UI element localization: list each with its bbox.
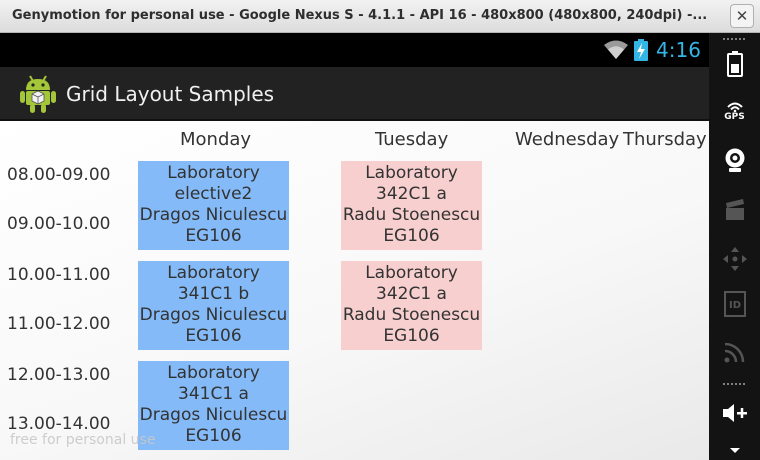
time-slot: 09.00-10.00: [7, 214, 111, 234]
class-type: Laboratory: [365, 163, 458, 183]
gps-label: GPS: [724, 112, 745, 122]
class-group: 341C1 a: [178, 384, 249, 404]
day-header-thursday: Thursday: [623, 129, 707, 150]
status-clock: 4:16: [656, 38, 701, 62]
class-teacher: Dragos Niculescu: [139, 405, 288, 425]
class-cell[interactable]: Laboratory 342C1 a Radu Stoenescu EG106: [341, 161, 482, 250]
chevron-down-icon: [729, 448, 740, 453]
time-slot: 11.00-12.00: [7, 314, 111, 334]
battery-charging-icon: [634, 39, 648, 61]
app-title: Grid Layout Samples: [66, 82, 275, 106]
screencast-tool-button[interactable]: [709, 199, 760, 221]
class-room: EG106: [185, 226, 242, 246]
class-group: 342C1 a: [376, 284, 447, 304]
window-titlebar: Genymotion for personal use - Google Nex…: [0, 0, 760, 33]
time-slot: 12.00-13.00: [7, 365, 111, 385]
action-bar: Grid Layout Samples: [0, 67, 709, 121]
dpad-tool-button[interactable]: [709, 246, 760, 272]
class-room: EG106: [383, 226, 440, 246]
gps-tool-button[interactable]: GPS: [709, 101, 760, 122]
class-teacher: Dragos Niculescu: [139, 305, 288, 325]
class-room: EG106: [383, 326, 440, 346]
camera-icon: [725, 148, 744, 172]
android-status-bar: 4:16: [0, 33, 709, 67]
separator-dots: [722, 382, 747, 386]
battery-icon: [726, 51, 743, 77]
day-header-wednesday: Wednesday: [515, 129, 620, 150]
emulator-toolstrip: GPS ID: [709, 33, 760, 460]
class-type: Laboratory: [167, 363, 260, 383]
wifi-icon: [604, 40, 628, 59]
class-type: Laboratory: [167, 263, 260, 283]
time-slot: 13.00-14.00: [7, 414, 111, 434]
class-group: elective2: [174, 184, 253, 204]
day-header-monday: Monday: [180, 129, 252, 150]
volume-up-button[interactable]: [709, 402, 760, 424]
class-type: Laboratory: [167, 163, 260, 183]
class-cell[interactable]: Laboratory 341C1 a Dragos Niculescu EG10…: [138, 361, 289, 450]
volume-up-icon: [722, 404, 747, 422]
android-robot-icon[interactable]: [20, 73, 56, 113]
class-group: 341C1 b: [177, 284, 250, 304]
gps-icon: [726, 102, 743, 112]
rss-icon: [724, 342, 744, 363]
drag-handle[interactable]: [722, 37, 747, 41]
class-cell[interactable]: Laboratory 342C1 a Radu Stoenescu EG106: [341, 261, 482, 350]
scroll-down-arrow[interactable]: [709, 447, 760, 455]
time-slot: 10.00-11.00: [7, 265, 111, 285]
class-room: EG106: [185, 426, 242, 446]
camera-tool-button[interactable]: [709, 147, 760, 173]
class-type: Laboratory: [365, 263, 458, 283]
watermark: free for personal use: [10, 432, 156, 448]
time-slot: 08.00-09.00: [7, 165, 111, 185]
class-group: 342C1 a: [376, 184, 447, 204]
clapperboard-icon: [725, 199, 744, 220]
network-tool-button[interactable]: [709, 341, 760, 363]
class-cell[interactable]: Laboratory 341C1 b Dragos Niculescu EG10…: [138, 261, 289, 350]
class-teacher: Radu Stoenescu: [342, 305, 481, 325]
id-icon: ID: [723, 291, 746, 317]
class-teacher: Dragos Niculescu: [139, 205, 288, 225]
id-icon-label: ID: [728, 300, 740, 311]
class-cell[interactable]: Laboratory elective2 Dragos Niculescu EG…: [138, 161, 289, 250]
dpad-icon: [722, 247, 747, 271]
device-screen: 4:16 Grid Layout Samples Monday Tuesday …: [0, 33, 709, 460]
window-close-button[interactable]: ✕: [730, 4, 754, 28]
day-header-tuesday: Tuesday: [375, 129, 449, 150]
window-title: Genymotion for personal use - Google Nex…: [12, 8, 708, 23]
device-id-tool-button[interactable]: ID: [709, 291, 760, 317]
battery-tool-button[interactable]: [709, 51, 760, 77]
class-room: EG106: [185, 326, 242, 346]
schedule-grid: Monday Tuesday Wednesday Thursday 08.00-…: [0, 121, 709, 460]
class-teacher: Radu Stoenescu: [342, 205, 481, 225]
